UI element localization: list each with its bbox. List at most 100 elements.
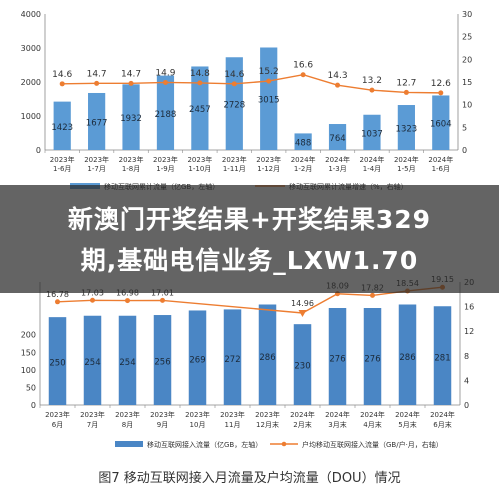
growth-rate-point [300, 72, 306, 78]
x-tick-label: 2023年 [50, 155, 75, 164]
growth-rate-label: 14.3 [328, 71, 348, 81]
bar [223, 309, 242, 405]
y-tick-label-left: 0 [36, 146, 41, 155]
growth-rate-label: 15.2 [259, 67, 279, 77]
x-tick-label: 4月末 [363, 420, 381, 429]
y-tick-label-right: 0 [464, 401, 469, 410]
y-tick-label-left: 200 [21, 331, 36, 340]
y-tick-label-left: 1000 [21, 112, 41, 121]
bar [153, 315, 172, 405]
x-tick-label: 2024年 [395, 410, 420, 419]
x-tick-label: 7月 [87, 421, 98, 429]
x-tick-label: 2024年 [325, 410, 350, 419]
x-tick-label: 2023年 [255, 410, 280, 419]
bar [122, 84, 140, 150]
bar-value-label: 230 [294, 362, 310, 372]
bar-value-label: 286 [399, 353, 415, 363]
growth-rate-label: 14.6 [52, 70, 72, 80]
chart-cumulative-traffic: 0 1000 2000 3000 4000 0 5 10 15 20 25 30 1423 1677 193… [21, 10, 473, 191]
bar-value-label: 254 [119, 358, 135, 368]
bar-value-label: 2728 [223, 101, 245, 111]
growth-rate-point [197, 80, 203, 86]
dou-point [125, 298, 130, 304]
growth-rate-point [128, 80, 134, 86]
bar [397, 105, 415, 150]
x-tick-label: 2023年 [119, 155, 144, 164]
growth-rate-point [162, 79, 168, 85]
legend-label-bars: 移动互联网接入流量（亿GB，左轴） [147, 440, 262, 449]
bar-value-label: 1677 [86, 118, 108, 128]
growth-rate-point [59, 81, 65, 87]
x-tick-label: 2023年 [187, 155, 212, 164]
legend-swatch-line-marker [281, 441, 287, 447]
bar-value-label: 250 [49, 358, 65, 368]
x-tick-label: 1-5月 [397, 165, 415, 173]
y-tick-label-right: 0 [462, 146, 467, 155]
x-tick-label: 2023年 [185, 410, 210, 419]
x-tick-label: 1-12月 [257, 165, 280, 173]
x-tick-label: 10月 [190, 421, 206, 429]
figure-caption: 图7 移动互联网接入月流量及户均流量（DOU）情况 [98, 471, 401, 486]
growth-rate-label: 14.8 [190, 69, 210, 79]
bar-value-label: 254 [84, 358, 100, 368]
growth-rate-label: 14.9 [155, 68, 175, 78]
bar-value-label: 3015 [258, 96, 280, 106]
x-tick-label: 2024年 [291, 155, 316, 164]
bar [294, 133, 312, 150]
bar-value-label: 1423 [51, 123, 73, 133]
x-tick-label: 2023年 [84, 155, 109, 164]
x-tick-label: 3月末 [328, 420, 346, 429]
x-tick-label: 1-4月 [363, 165, 381, 173]
growth-rate-point [231, 81, 237, 87]
x-tick-label: 2023年 [45, 410, 70, 419]
y-tick-label-left: 100 [21, 366, 36, 375]
y-tick-label-right: 30 [462, 10, 472, 19]
y-tick-label-left: 150 [21, 348, 36, 357]
growth-rate-point [438, 90, 444, 96]
bar [398, 304, 417, 405]
growth-rate-line [62, 74, 441, 94]
bar [156, 75, 175, 150]
bar-value-label: 269 [189, 355, 205, 365]
bar [118, 315, 137, 405]
y-tick-label-right: 4 [464, 376, 469, 385]
bar [225, 57, 243, 150]
legend-swatch-bars [115, 441, 143, 447]
growth-rate-label: 14.6 [224, 70, 244, 80]
x-tick-label: 2024年 [360, 155, 385, 164]
dou-label: 14.96 [291, 299, 314, 308]
x-tick-label: 1-6月 [432, 165, 450, 173]
x-tick-label: 1-8月 [122, 165, 140, 173]
y-tick-label-right: 8 [464, 352, 469, 361]
growth-rate-label: 12.6 [431, 79, 451, 89]
x-tick-label: 6月 [52, 421, 63, 429]
dou-point [370, 292, 375, 298]
growth-rate-point [94, 80, 100, 86]
dou-point [298, 309, 307, 317]
x-tick-label: 2024年 [360, 410, 385, 419]
dou-point [55, 299, 60, 305]
bar [328, 124, 347, 150]
growth-rate-label: 16.6 [293, 61, 313, 71]
bar-value-label: 1037 [361, 129, 383, 139]
bar [188, 310, 207, 405]
x-tick-label: 2023年 [80, 410, 105, 419]
x-tick-label: 1-3月 [328, 165, 346, 173]
x-tick-label: 2023年 [153, 155, 178, 164]
x-tick-label: 2023年 [256, 155, 281, 164]
bar-value-label: 276 [329, 354, 345, 364]
x-tick-label: 2024年 [394, 155, 419, 164]
x-tick-label: 2023年 [150, 410, 175, 419]
x-tick-label: 2023年 [220, 410, 245, 419]
y-tick-label-left: 50 [26, 383, 36, 392]
bar [260, 47, 278, 150]
bar-value-label: 256 [154, 358, 170, 368]
legend-label-line: 户均移动互联网接入流量（GB/户·月，右轴） [302, 440, 443, 449]
chart-monthly-traffic: 0501001502000481216202502542542562692722… [21, 275, 474, 449]
bar [191, 66, 209, 150]
bar [88, 92, 106, 150]
bar [53, 101, 71, 150]
bar-value-label: 2188 [155, 110, 177, 120]
x-tick-label: 5月末 [398, 420, 416, 429]
bar-value-label: 2457 [189, 105, 211, 115]
